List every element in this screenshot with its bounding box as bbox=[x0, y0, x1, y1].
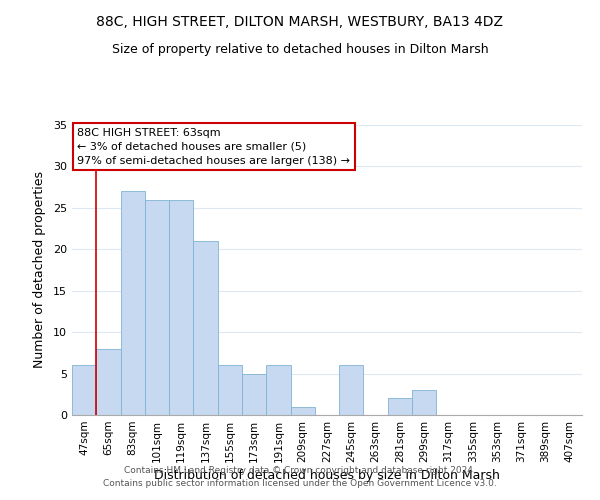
Bar bbox=[266, 366, 290, 415]
Text: Contains HM Land Registry data © Crown copyright and database right 2024.
Contai: Contains HM Land Registry data © Crown c… bbox=[103, 466, 497, 487]
Bar bbox=[145, 200, 169, 415]
Text: 88C HIGH STREET: 63sqm
← 3% of detached houses are smaller (5)
97% of semi-detac: 88C HIGH STREET: 63sqm ← 3% of detached … bbox=[77, 128, 350, 166]
Y-axis label: Number of detached properties: Number of detached properties bbox=[33, 172, 46, 368]
Bar bbox=[388, 398, 412, 415]
Bar bbox=[290, 406, 315, 415]
Bar bbox=[339, 366, 364, 415]
Bar bbox=[169, 200, 193, 415]
Text: 88C, HIGH STREET, DILTON MARSH, WESTBURY, BA13 4DZ: 88C, HIGH STREET, DILTON MARSH, WESTBURY… bbox=[97, 15, 503, 29]
Bar bbox=[412, 390, 436, 415]
Bar bbox=[96, 348, 121, 415]
Bar bbox=[72, 366, 96, 415]
Bar bbox=[193, 241, 218, 415]
Text: Size of property relative to detached houses in Dilton Marsh: Size of property relative to detached ho… bbox=[112, 42, 488, 56]
Bar bbox=[218, 366, 242, 415]
Bar bbox=[121, 192, 145, 415]
X-axis label: Distribution of detached houses by size in Dilton Marsh: Distribution of detached houses by size … bbox=[154, 469, 500, 482]
Bar bbox=[242, 374, 266, 415]
